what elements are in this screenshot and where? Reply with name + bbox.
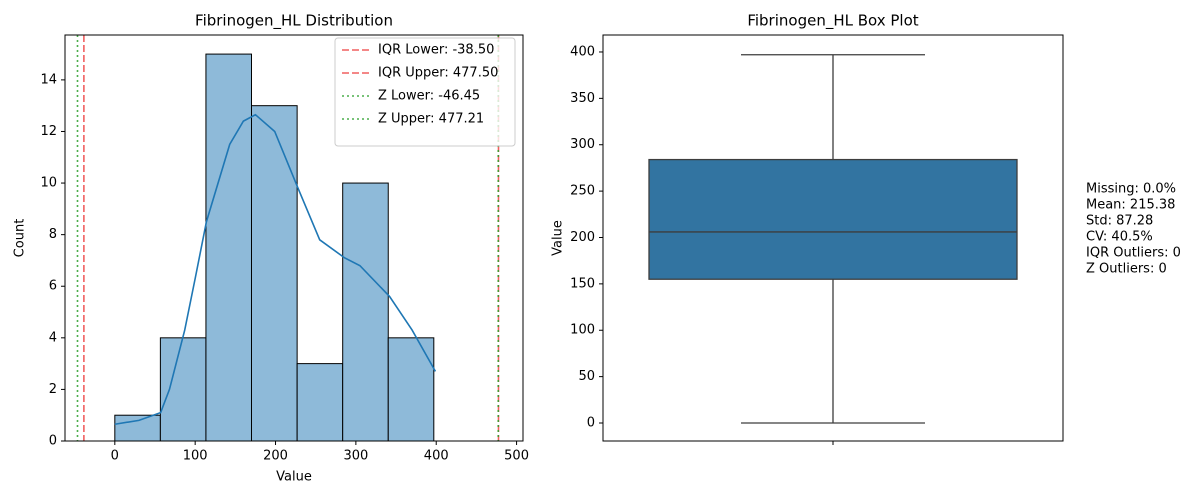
stats-annotation: Missing: 0.0% <box>1086 182 1176 197</box>
histogram-bar <box>159 337 207 442</box>
y-tick-label: 50 <box>578 369 595 384</box>
histogram-bar <box>296 363 344 442</box>
legend-label: IQR Upper: 477.50 <box>378 66 498 81</box>
stats-annotation: CV: 40.5% <box>1086 230 1153 245</box>
y-tick-label: 300 <box>570 137 595 152</box>
y-tick-label: 400 <box>570 44 595 59</box>
plot-frame <box>602 34 1064 442</box>
stats-annotation: Mean: 215.38 <box>1086 198 1175 213</box>
y-axis-label: Value <box>551 220 566 256</box>
plot-frame <box>64 34 524 442</box>
box <box>648 158 1018 280</box>
y-tick-label: 150 <box>570 276 595 291</box>
legend-label: Z Upper: 477.21 <box>378 112 484 127</box>
x-tick-label: 300 <box>343 449 368 464</box>
stats-annotation: Z Outliers: 0 <box>1086 262 1167 277</box>
x-tick-label: 400 <box>424 449 449 464</box>
histogram-bar <box>205 53 252 442</box>
x-tick-label: 0 <box>111 449 119 464</box>
chart-title: Fibrinogen_HL Box Plot <box>747 12 918 31</box>
y-tick-label: 2 <box>49 382 57 397</box>
y-tick-label: 350 <box>570 91 595 106</box>
y-tick-label: 6 <box>49 279 57 294</box>
x-tick-label: 200 <box>263 449 288 464</box>
x-tick-label: 100 <box>183 449 208 464</box>
y-tick-label: 12 <box>40 124 57 139</box>
histogram-bar <box>342 182 389 442</box>
stats-annotation: IQR Outliers: 0 <box>1086 246 1181 261</box>
y-tick-label: 100 <box>570 323 595 338</box>
legend-box <box>334 37 516 147</box>
histogram-bar <box>387 337 435 442</box>
y-tick-label: 0 <box>49 434 57 449</box>
x-axis-label: Value <box>276 470 312 485</box>
histogram-bar <box>250 105 298 442</box>
legend-label: Z Lower: -46.45 <box>378 89 480 104</box>
x-tick-label: 500 <box>504 449 529 464</box>
y-tick-label: 200 <box>570 230 595 245</box>
y-tick-label: 10 <box>40 176 57 191</box>
chart-title: Fibrinogen_HL Distribution <box>195 12 393 31</box>
y-tick-label: 14 <box>40 72 57 87</box>
kde-line <box>114 113 437 426</box>
y-axis-label: Count <box>13 219 28 258</box>
y-tick-label: 250 <box>570 184 595 199</box>
y-tick-label: 8 <box>49 227 57 242</box>
y-tick-label: 4 <box>49 330 57 345</box>
stats-annotation: Std: 87.28 <box>1086 214 1153 229</box>
histogram-bar <box>114 414 161 442</box>
legend-label: IQR Lower: -38.50 <box>378 43 494 58</box>
y-tick-label: 0 <box>587 416 595 431</box>
